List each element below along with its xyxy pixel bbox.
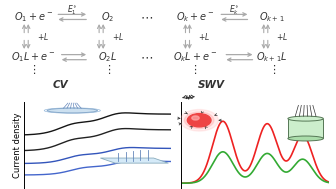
- Text: $O_1L + e^-$: $O_1L + e^-$: [11, 50, 56, 64]
- Text: $O_{k+1}L$: $O_{k+1}L$: [256, 50, 288, 64]
- Polygon shape: [100, 158, 168, 163]
- Text: $E_1^{\circ}$: $E_1^{\circ}$: [67, 3, 77, 17]
- Text: $\vdots$: $\vdots$: [189, 63, 197, 76]
- Text: $\vdots$: $\vdots$: [28, 63, 36, 76]
- Text: $+L$: $+L$: [37, 31, 49, 42]
- Text: $+L$: $+L$: [276, 31, 288, 42]
- Text: $O_kL + e^-$: $O_kL + e^-$: [173, 50, 217, 64]
- Text: $+L$: $+L$: [198, 31, 210, 42]
- Text: $E_k^{\circ}$: $E_k^{\circ}$: [229, 3, 239, 17]
- Text: $\cdots$: $\cdots$: [140, 10, 153, 23]
- Text: SWV: SWV: [198, 80, 225, 90]
- Y-axis label: Current density: Current density: [13, 113, 22, 178]
- Text: $O_2$: $O_2$: [101, 10, 114, 24]
- Text: $O_{k+1}$: $O_{k+1}$: [259, 10, 285, 24]
- Circle shape: [192, 116, 199, 120]
- Text: $+L$: $+L$: [112, 31, 124, 42]
- Circle shape: [184, 112, 214, 129]
- Ellipse shape: [288, 136, 323, 141]
- Ellipse shape: [47, 108, 97, 113]
- Text: CV: CV: [53, 80, 68, 90]
- Text: $\vdots$: $\vdots$: [103, 63, 112, 76]
- Text: $\vdots$: $\vdots$: [268, 63, 276, 76]
- Circle shape: [180, 109, 218, 131]
- Ellipse shape: [288, 116, 323, 121]
- Circle shape: [187, 114, 211, 127]
- Text: $\cdots$: $\cdots$: [140, 51, 153, 64]
- Text: $O_k + e^-$: $O_k + e^-$: [175, 10, 214, 24]
- Text: $O_1 + e^-$: $O_1 + e^-$: [14, 10, 53, 24]
- Text: $O_2L$: $O_2L$: [98, 50, 117, 64]
- FancyBboxPatch shape: [288, 119, 323, 139]
